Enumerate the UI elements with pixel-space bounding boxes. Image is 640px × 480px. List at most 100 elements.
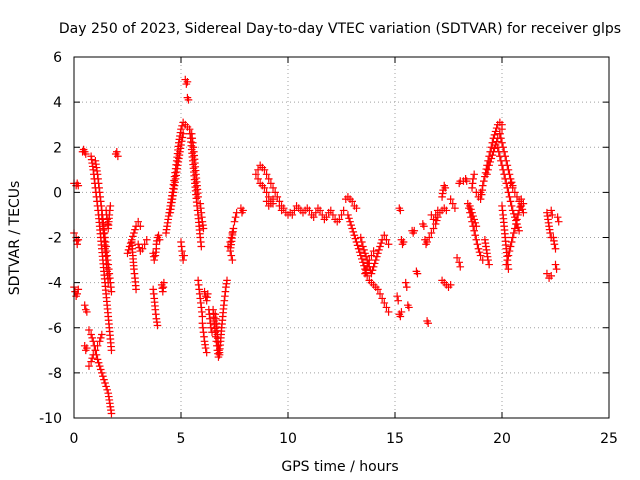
data-point (93, 355, 102, 364)
data-point (335, 215, 344, 224)
data-point (95, 337, 104, 346)
data-point (434, 206, 442, 215)
data-point (376, 242, 384, 251)
data-point (329, 211, 337, 219)
data-point (129, 232, 137, 241)
data-point (471, 219, 480, 227)
data-point (480, 177, 488, 185)
data-point (492, 124, 501, 132)
data-point (472, 222, 481, 231)
data-point (183, 78, 192, 86)
data-point (360, 261, 368, 270)
data-point (322, 213, 331, 221)
data-point (478, 181, 487, 190)
data-point (380, 231, 389, 240)
data-point (155, 235, 164, 244)
data-point (488, 151, 497, 159)
data-point (74, 285, 83, 294)
data-point (194, 193, 202, 201)
data-point (73, 290, 82, 298)
data-point (466, 202, 474, 210)
data-point (316, 206, 324, 215)
data-point (508, 206, 517, 215)
data-point (254, 175, 262, 183)
data-point (130, 229, 138, 237)
data-point (506, 197, 515, 206)
x-tick-label: 20 (493, 431, 511, 447)
data-point (359, 258, 367, 267)
data-point (226, 247, 235, 255)
data-point (178, 133, 187, 142)
data-point (446, 195, 455, 203)
data-point (396, 206, 405, 215)
data-point (279, 204, 288, 212)
data-point (504, 251, 513, 260)
x-tick-label: 10 (279, 431, 297, 447)
data-point (369, 263, 378, 271)
data-point (519, 208, 528, 217)
data-point (502, 260, 511, 269)
data-point (239, 206, 247, 215)
data-point (554, 217, 563, 226)
data-point (431, 220, 440, 228)
data-point (467, 205, 475, 214)
data-point (550, 240, 559, 249)
data-point (362, 252, 370, 261)
x-tick-label: 15 (386, 431, 404, 447)
data-point (98, 369, 106, 377)
data-point (203, 290, 212, 298)
data-point (140, 240, 149, 249)
data-point (254, 166, 262, 174)
data-point (339, 206, 348, 215)
data-point (405, 303, 413, 312)
data-point (441, 184, 450, 192)
data-point (202, 348, 211, 357)
data-point (513, 193, 521, 201)
data-point (374, 249, 382, 258)
data-point (180, 251, 189, 260)
data-point (431, 211, 440, 219)
data-point (201, 344, 210, 352)
data-point (483, 170, 491, 179)
data-point (423, 238, 431, 246)
y-tick-label: 4 (53, 95, 62, 111)
data-point (505, 193, 514, 201)
data-point (198, 312, 207, 321)
data-point (371, 256, 380, 264)
data-point (507, 238, 516, 246)
data-point (83, 308, 91, 316)
y-tick-label: -8 (48, 366, 62, 382)
data-point (107, 287, 116, 296)
data-point (543, 269, 551, 278)
data-point (401, 278, 410, 287)
data-point (363, 263, 371, 271)
data-point (356, 233, 365, 242)
data-point (92, 351, 101, 359)
data-point (546, 229, 554, 237)
data-point (318, 211, 327, 219)
data-point (453, 254, 461, 262)
data-point (469, 212, 477, 220)
data-point (429, 215, 438, 224)
data-point (475, 248, 484, 256)
data-point (223, 276, 231, 285)
data-point (471, 231, 480, 240)
data-point (469, 175, 477, 183)
data-point (81, 150, 90, 158)
data-point (102, 382, 110, 391)
data-point (502, 156, 511, 165)
data-point (491, 127, 500, 136)
data-point (154, 231, 163, 240)
y-tick-label: 2 (53, 140, 62, 156)
data-point (384, 240, 393, 249)
data-point (87, 357, 95, 366)
data-point (487, 154, 496, 163)
data-point (228, 256, 237, 264)
data-point (260, 184, 269, 192)
data-point (348, 197, 356, 206)
data-point (252, 170, 260, 179)
data-point (207, 323, 215, 332)
data-point (355, 248, 364, 256)
data-point (470, 170, 478, 179)
